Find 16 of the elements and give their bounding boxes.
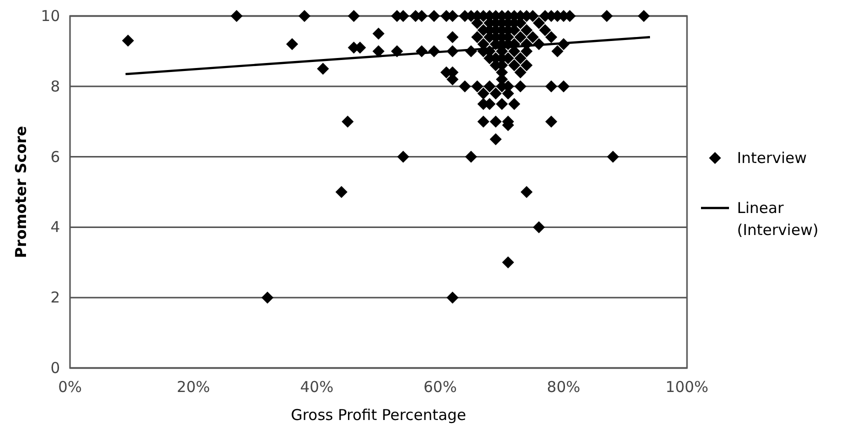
legend-label: Interview <box>737 149 807 167</box>
x-tick-label: 100% <box>666 378 708 396</box>
x-axis-title: Gross Profit Percentage <box>290 406 466 424</box>
x-tick-label: 20% <box>176 378 210 396</box>
y-tick-label: 2 <box>50 288 60 307</box>
x-tick-label: 60% <box>424 378 457 396</box>
x-tick-label: 80% <box>546 378 580 396</box>
y-axis-title: Promoter Score <box>12 126 30 258</box>
y-tick-label: 6 <box>50 148 60 166</box>
y-tick-label: 0 <box>50 359 60 377</box>
y-tick-label: 10 <box>40 7 60 25</box>
x-tick-label: 0% <box>58 378 82 396</box>
y-tick-label: 8 <box>50 77 60 96</box>
x-tick-label: 40% <box>300 378 334 396</box>
y-tick-label: 4 <box>50 218 60 236</box>
legend-label: Linear (Interview) <box>737 199 818 239</box>
